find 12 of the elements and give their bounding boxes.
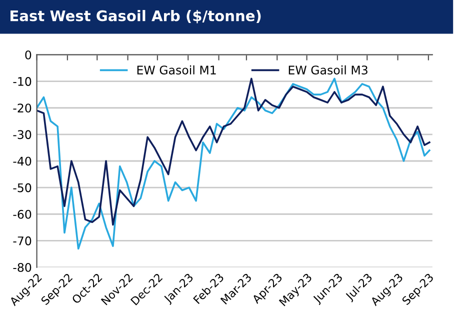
- chart-title: East West Gasoil Arb ($/tonne): [10, 10, 261, 24]
- y-tick-label: -50: [13, 183, 32, 192]
- y-tick-label: -10: [13, 77, 32, 86]
- y-tick-label: -80: [13, 262, 32, 272]
- y-tick-label: -60: [13, 210, 32, 219]
- y-tick-label: 0: [25, 50, 32, 60]
- y-tick-label: -30: [13, 130, 32, 140]
- legend-label: EW Gasoil M1: [137, 65, 216, 75]
- y-tick-label: -20: [13, 104, 32, 113]
- legend-label: EW Gasoil M3: [288, 65, 368, 75]
- y-tick-label: -70: [13, 236, 32, 246]
- y-tick-label: -40: [13, 156, 32, 166]
